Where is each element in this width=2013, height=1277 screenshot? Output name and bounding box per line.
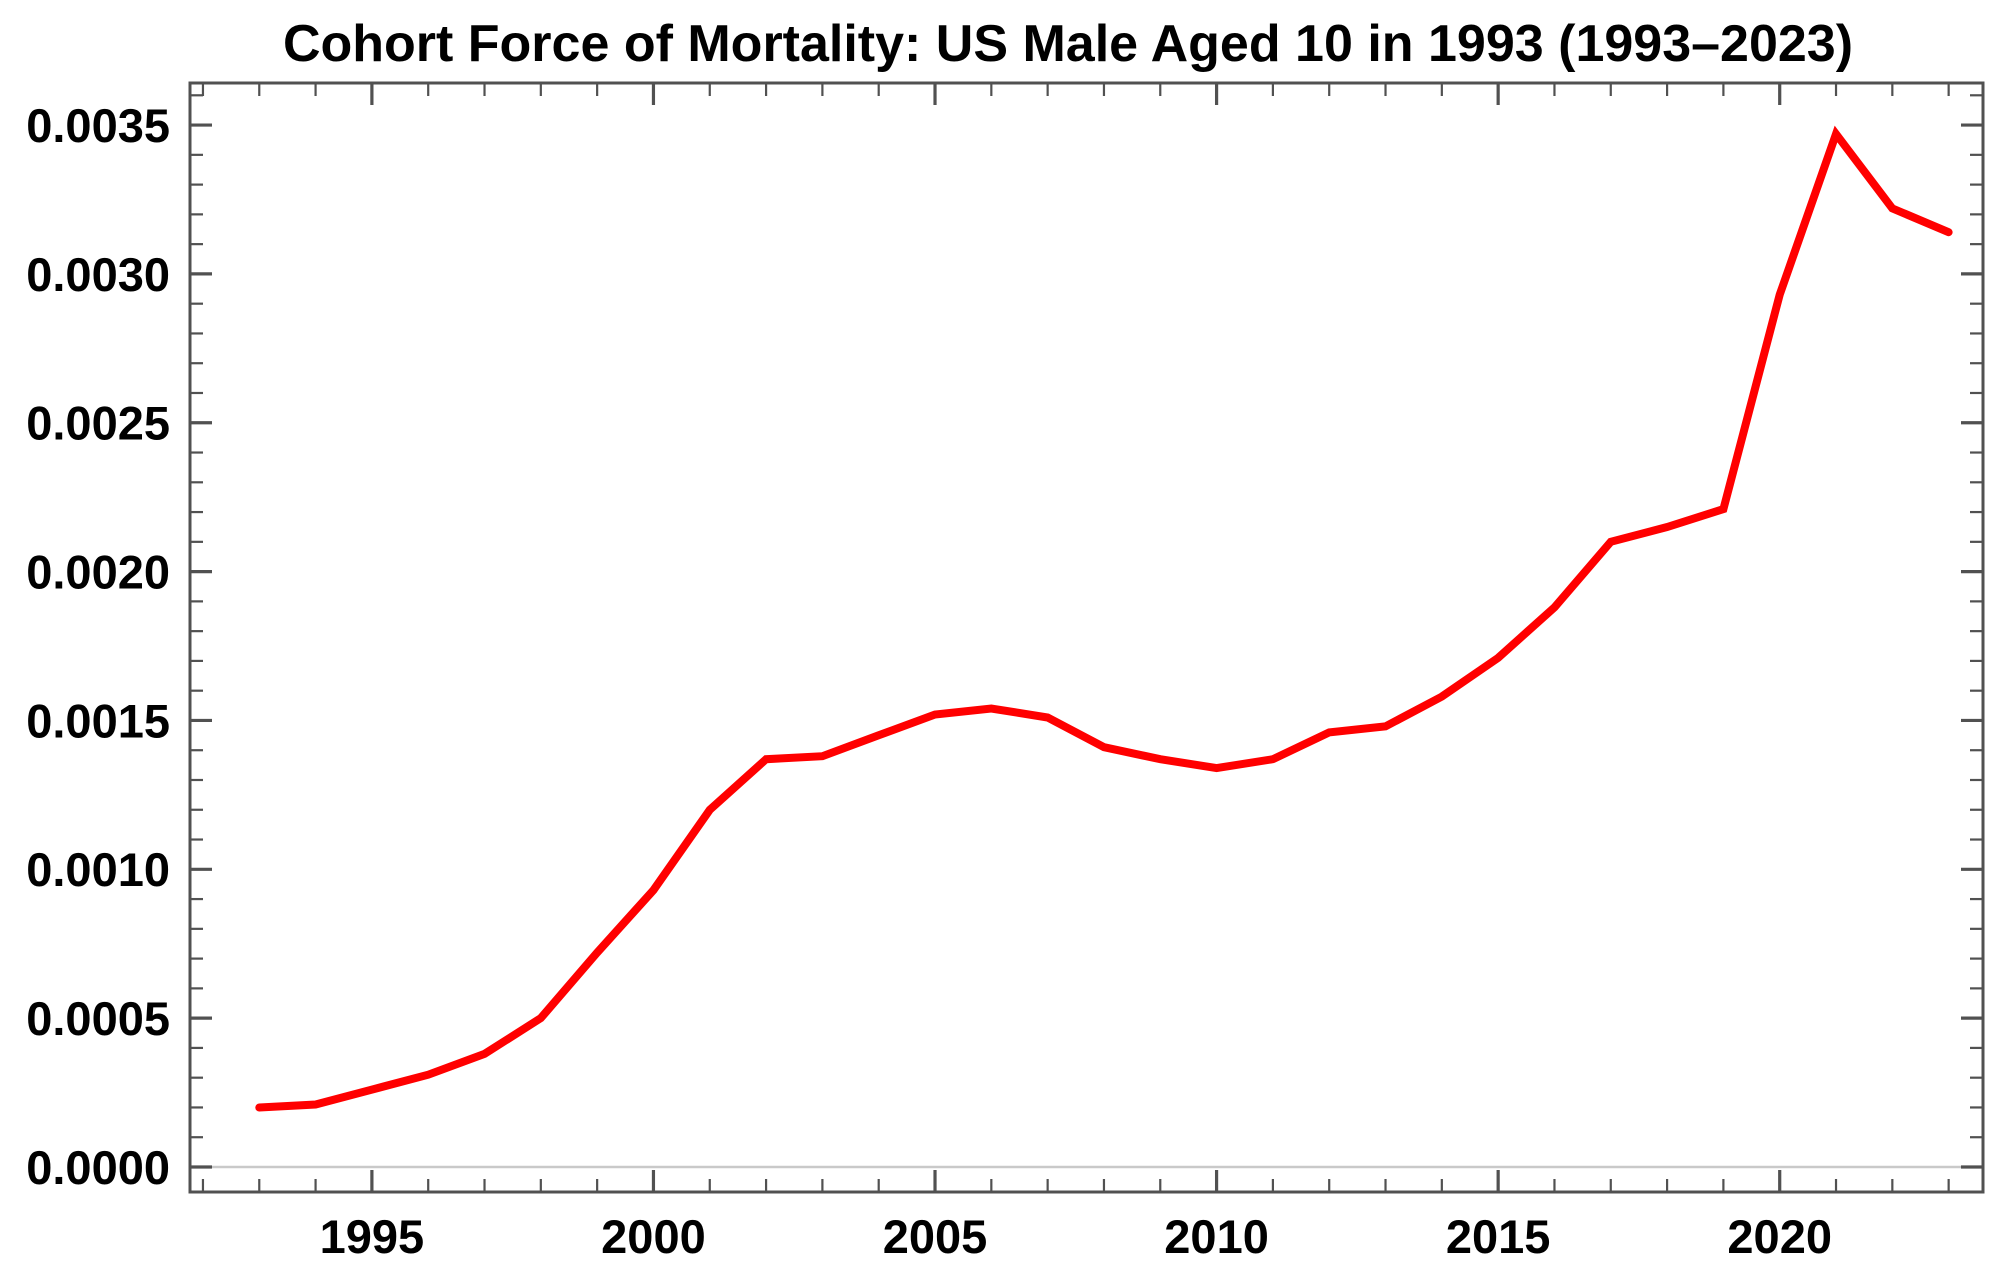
- x-tick-label: 2010: [1164, 1210, 1269, 1263]
- plot-frame: [188, 81, 1985, 1194]
- y-tick-label: 0.0015: [26, 694, 170, 747]
- x-axis-tick-labels: 1995 2000 2005 2010 2015 2020: [320, 1210, 1832, 1263]
- x-tick-label: 2020: [1727, 1210, 1832, 1263]
- y-tick-label: 0.0025: [26, 397, 170, 450]
- y-tick-label: 0.0020: [26, 546, 170, 599]
- x-tick-label: 2005: [883, 1210, 988, 1263]
- x-tick-label: 1995: [320, 1210, 425, 1263]
- y-tick-label: 0.0000: [26, 1141, 170, 1194]
- x-tick-label: 2000: [601, 1210, 706, 1263]
- y-tick-label: 0.0035: [26, 99, 170, 152]
- x-tick-label: 2015: [1446, 1210, 1551, 1263]
- y-tick-label: 0.0005: [26, 992, 170, 1045]
- y-axis-tick-labels: 0.0000 0.0005 0.0010 0.0015 0.0020 0.0025 0.00…: [26, 99, 170, 1194]
- chart-title: Cohort Force of Mortality: US Male Aged …: [283, 15, 1853, 73]
- y-tick-label: 0.0030: [26, 248, 170, 301]
- axis-ticks: [190, 83, 1983, 1192]
- y-tick-label: 0.0010: [26, 843, 170, 896]
- mortality-series-line: [255, 125, 1953, 1112]
